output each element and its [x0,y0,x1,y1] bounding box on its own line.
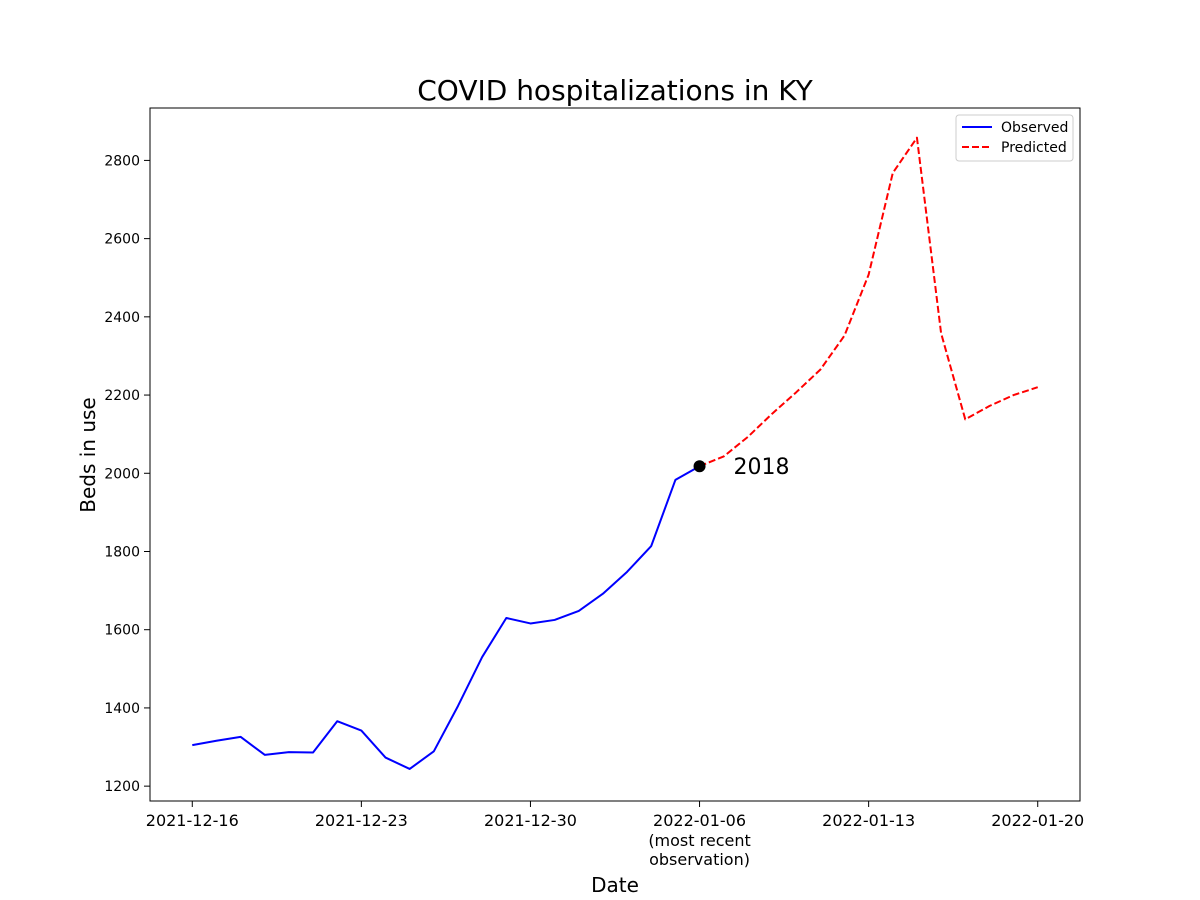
x-axis: 2021-12-16 2021-12-23 2021-12-30 2022-01-06… [146,801,1084,869]
x-tick-label: 2021-12-23 [315,811,408,830]
y-tick-label: 2600 [104,232,140,248]
y-tick-label: 1600 [104,623,140,639]
y-axis-label: Beds in use [76,397,100,513]
series-line-observed [192,465,701,770]
x-tick-label: 2022-01-13 [822,811,915,830]
y-tick-label: 2000 [104,466,140,482]
y-tick-label: 1800 [104,544,140,560]
y-axis: 1200 1400 1600 1800 2000 2200 2400 2600 2800 [104,153,150,795]
x-tick-label: 2021-12-30 [484,811,577,830]
x-tick-label: 2021-12-16 [146,811,239,830]
x-tick-label: 2022-01-20 [991,811,1084,830]
x-axis-label: Date [591,873,639,897]
annotation-group: 2018 [693,455,790,480]
y-tick-label: 2800 [104,153,140,169]
series-group [192,136,1039,770]
y-tick-label: 2200 [104,388,140,404]
last-observation-marker [693,460,706,473]
x-tick-label: 2022-01-06 [653,811,746,830]
legend-observed-label: Observed [1001,120,1068,136]
y-tick-label: 1200 [104,779,140,795]
y-tick-label: 2400 [104,310,140,326]
chart-title: COVID hospitalizations in KY [417,74,813,107]
series-line-predicted [699,136,1039,468]
legend-predicted-label: Predicted [1001,140,1067,156]
plot-area-frame [149,107,1081,802]
y-tick-label: 1400 [104,701,140,717]
last-observation-label: 2018 [734,455,790,480]
legend: Observed Predicted [955,114,1074,162]
x-tick-sublabel: (most recent observation) [648,831,750,869]
